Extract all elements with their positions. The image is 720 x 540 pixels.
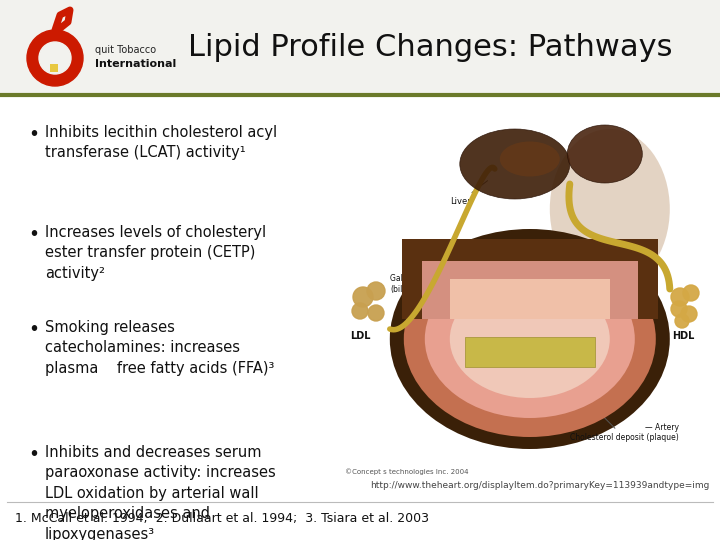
Bar <box>0 0 720 95</box>
Text: Liver: Liver <box>450 181 487 206</box>
Text: •: • <box>28 125 39 144</box>
Circle shape <box>368 305 384 321</box>
Ellipse shape <box>390 229 670 449</box>
Bar <box>450 279 610 319</box>
Circle shape <box>367 282 385 300</box>
Text: Inhibits and decreases serum
paraoxonase activity: increases
LDL oxidation by ar: Inhibits and decreases serum paraoxonase… <box>45 445 276 540</box>
Circle shape <box>27 30 83 86</box>
Circle shape <box>681 306 697 322</box>
Text: Increases levels of cholesteryl
ester transfer protein (CETP)
activity²: Increases levels of cholesteryl ester tr… <box>45 225 266 281</box>
Bar <box>465 337 595 367</box>
Text: Lipid Profile Changes: Pathways: Lipid Profile Changes: Pathways <box>188 32 672 62</box>
Text: •: • <box>28 320 39 339</box>
Text: International: International <box>95 59 176 69</box>
Circle shape <box>671 301 687 317</box>
Text: Cholesterol deposit (plaque): Cholesterol deposit (plaque) <box>541 355 678 442</box>
Ellipse shape <box>425 260 635 418</box>
Circle shape <box>352 303 368 319</box>
Text: Gall bladder
(bile): Gall bladder (bile) <box>390 274 437 294</box>
Circle shape <box>675 314 689 328</box>
Text: •: • <box>28 445 39 464</box>
Ellipse shape <box>460 129 570 199</box>
Circle shape <box>39 42 71 74</box>
Text: HDL: HDL <box>672 331 694 341</box>
Text: quit Tobacco: quit Tobacco <box>95 45 156 55</box>
Bar <box>422 261 638 319</box>
Ellipse shape <box>567 125 642 183</box>
Text: Smoking releases
catecholamines: increases
plasma    free fatty acids (FFA)³: Smoking releases catecholamines: increas… <box>45 320 274 376</box>
Circle shape <box>353 287 373 307</box>
Text: ©Concept s technologies Inc. 2004: ©Concept s technologies Inc. 2004 <box>345 468 469 475</box>
Text: — Artery: — Artery <box>645 422 679 431</box>
Text: •: • <box>28 225 39 244</box>
Bar <box>340 105 705 495</box>
Ellipse shape <box>550 129 670 289</box>
Bar <box>402 239 658 319</box>
Circle shape <box>683 285 699 301</box>
Bar <box>50 64 58 72</box>
Text: 1. McCall et al. 1994;  2. Dullaart et al. 1994;  3. Tsiara et al. 2003: 1. McCall et al. 1994; 2. Dullaart et al… <box>15 512 429 525</box>
Ellipse shape <box>404 241 656 437</box>
Text: http://www.theheart.org/displayItem.do?primaryKey=113939andtype=img: http://www.theheart.org/displayItem.do?p… <box>370 481 709 490</box>
Text: LDL: LDL <box>350 331 370 341</box>
Text: Inhibits lecithin cholesterol acyl
transferase (LCAT) activity¹: Inhibits lecithin cholesterol acyl trans… <box>45 125 277 160</box>
Ellipse shape <box>500 141 560 177</box>
Circle shape <box>671 288 689 306</box>
Ellipse shape <box>450 280 610 398</box>
